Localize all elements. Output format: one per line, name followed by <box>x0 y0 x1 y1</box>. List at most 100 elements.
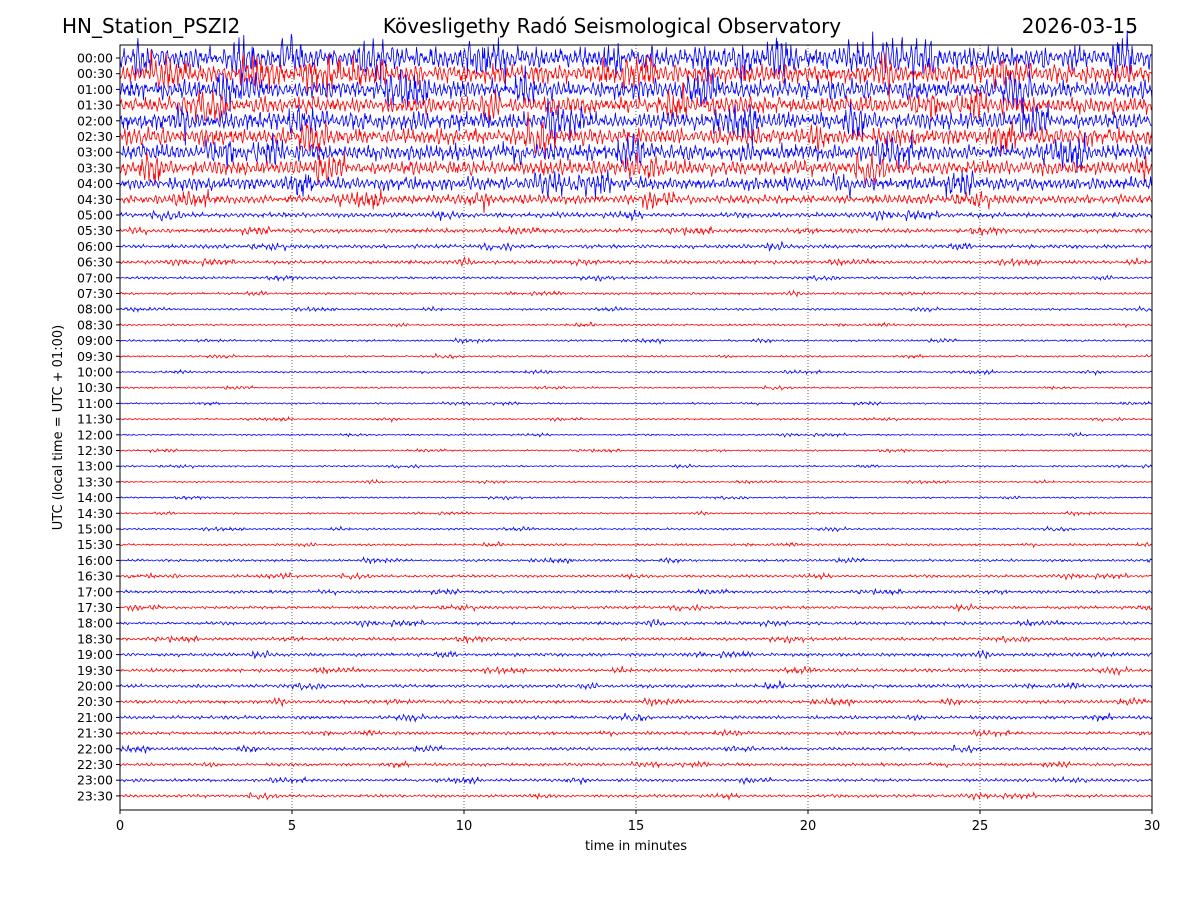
x-tick-label: 0 <box>116 819 124 834</box>
x-tick-label: 25 <box>972 819 989 834</box>
x-axis-label: time in minutes <box>585 839 687 854</box>
y-tick-label: 18:00 <box>77 616 113 631</box>
plot-date: 2026-03-15 <box>1021 14 1138 38</box>
trace-1700 <box>119 587 1153 597</box>
y-tick-label: 13:00 <box>77 459 113 474</box>
y-tick-label: 06:30 <box>77 255 113 270</box>
y-tick-label: 08:30 <box>77 317 113 332</box>
trace-1600 <box>119 555 1153 565</box>
trace-1630 <box>119 571 1153 581</box>
x-tick-label: 10 <box>456 819 473 834</box>
trace-0200 <box>119 98 1153 149</box>
trace-1100 <box>119 400 1153 407</box>
x-tick-label: 15 <box>628 819 645 834</box>
y-tick-label: 20:30 <box>77 694 113 709</box>
trace-1300 <box>119 463 1153 470</box>
trace-0030 <box>119 49 1153 100</box>
y-tick-label: 15:00 <box>77 522 113 537</box>
y-tick-label: 21:00 <box>77 710 113 725</box>
y-tick-label: 10:30 <box>77 380 113 395</box>
trace-2130 <box>119 728 1153 738</box>
trace-1200 <box>119 431 1153 438</box>
trace-0630 <box>119 255 1153 268</box>
trace-0930 <box>119 352 1153 360</box>
trace-1900 <box>119 649 1153 660</box>
trace-1000 <box>120 368 1153 377</box>
x-tick-label: 20 <box>800 819 817 834</box>
trace-1530 <box>119 540 1153 549</box>
trace-0500 <box>119 209 1153 222</box>
trace-0530 <box>119 225 1153 237</box>
y-tick-label: 03:00 <box>77 145 113 160</box>
y-tick-label: 23:00 <box>77 773 113 788</box>
y-tick-label: 14:30 <box>77 506 113 521</box>
trace-0600 <box>119 240 1153 252</box>
trace-2000 <box>119 679 1153 691</box>
y-tick-label: 17:30 <box>77 600 113 615</box>
trace-1130 <box>120 415 1153 424</box>
y-tick-label: 16:30 <box>77 569 113 584</box>
trace-1500 <box>119 525 1153 533</box>
y-tick-label: 09:00 <box>77 333 113 348</box>
y-tick-label: 15:30 <box>77 537 113 552</box>
y-axis-label: UTC (local time = UTC + 01:00) <box>51 325 66 530</box>
y-tick-label: 13:30 <box>77 474 113 489</box>
trace-0230 <box>119 111 1153 161</box>
observatory-title: Kövesligethy Radó Seismological Observat… <box>382 14 842 38</box>
trace-0130 <box>119 82 1153 123</box>
y-tick-label: 10:00 <box>77 365 113 380</box>
trace-0830 <box>119 321 1153 329</box>
trace-1400 <box>119 495 1153 501</box>
y-tick-label: 05:00 <box>77 208 113 223</box>
trace-0400 <box>119 169 1153 199</box>
y-tick-label: 00:30 <box>77 66 113 81</box>
trace-2300 <box>119 775 1153 786</box>
trace-0330 <box>119 151 1153 187</box>
trace-2230 <box>119 760 1152 769</box>
y-tick-label: 02:30 <box>77 129 113 144</box>
trace-0730 <box>119 289 1153 298</box>
x-axis-ticks: 0 5 10 15 20 25 30 <box>116 810 1160 834</box>
x-tick-label: 30 <box>1144 819 1161 834</box>
y-tick-label: 02:00 <box>77 113 113 128</box>
y-axis-ticks: 00:0000:3001:0001:3002:0002:3003:0003:30… <box>77 51 120 803</box>
y-tick-label: 11:30 <box>77 412 113 427</box>
trace-2030 <box>119 696 1152 708</box>
trace-1430 <box>119 510 1152 517</box>
y-tick-label: 22:30 <box>77 757 113 772</box>
y-tick-label: 12:00 <box>77 427 113 442</box>
y-tick-label: 11:00 <box>77 396 113 411</box>
y-tick-label: 07:30 <box>77 286 113 301</box>
y-tick-label: 18:30 <box>77 631 113 646</box>
station-name: HN_Station_PSZI2 <box>62 14 241 38</box>
trace-1800 <box>119 618 1153 629</box>
trace-2100 <box>119 711 1153 723</box>
y-tick-label: 22:00 <box>77 741 113 756</box>
trace-0000 <box>119 30 1153 91</box>
y-tick-label: 12:30 <box>77 443 113 458</box>
y-tick-label: 19:30 <box>77 663 113 678</box>
y-tick-label: 21:30 <box>77 726 113 741</box>
trace-1930 <box>119 665 1153 677</box>
y-tick-label: 19:00 <box>77 647 113 662</box>
trace-1230 <box>119 447 1153 454</box>
trace-0800 <box>119 305 1153 314</box>
y-tick-label: 03:30 <box>77 160 113 175</box>
y-tick-label: 00:00 <box>77 51 113 66</box>
y-tick-label: 07:00 <box>77 270 113 285</box>
y-tick-label: 06:00 <box>77 239 113 254</box>
trace-1030 <box>119 384 1153 391</box>
trace-2200 <box>119 744 1153 754</box>
y-tick-label: 23:30 <box>77 788 113 803</box>
trace-1330 <box>119 478 1153 485</box>
x-tick-label: 5 <box>288 819 296 834</box>
trace-0430 <box>119 188 1153 214</box>
y-tick-label: 04:30 <box>77 192 113 207</box>
y-tick-label: 08:00 <box>77 302 113 317</box>
y-tick-label: 01:30 <box>77 98 113 113</box>
trace-1830 <box>119 634 1153 645</box>
seismic-traces <box>119 30 1153 802</box>
trace-0900 <box>119 337 1153 345</box>
trace-2330 <box>119 791 1153 802</box>
